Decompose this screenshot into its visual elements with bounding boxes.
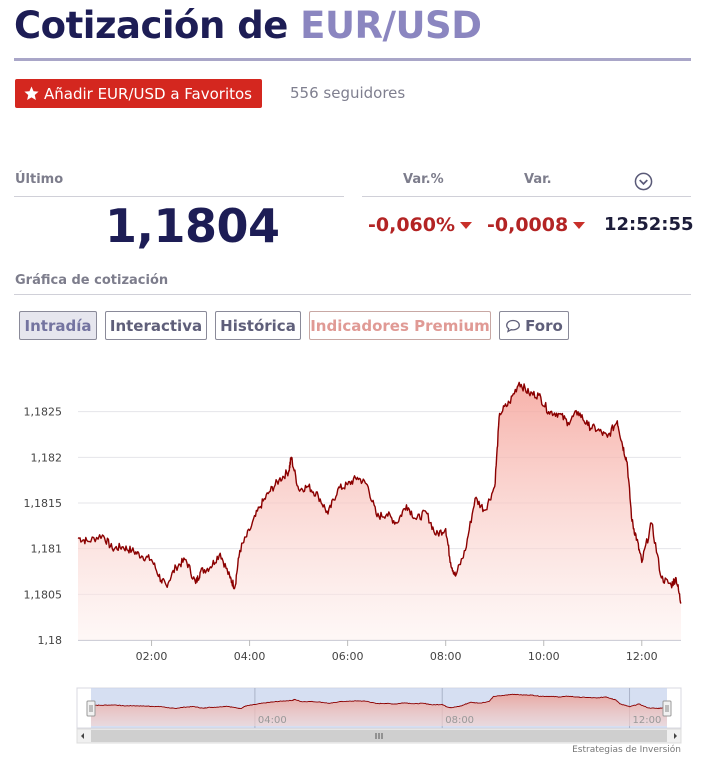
tab-label: Interactiva bbox=[109, 316, 203, 335]
x-tick-label: 08:00 bbox=[430, 650, 462, 663]
tab-historica[interactable]: Histórica bbox=[215, 311, 301, 340]
navigator-area bbox=[91, 694, 667, 726]
chart-heading: Gráfica de cotización bbox=[15, 273, 169, 288]
navigator-left-handle[interactable] bbox=[86, 700, 96, 717]
x-tick-label: 06:00 bbox=[332, 650, 364, 663]
chart-credit: Estrategias de Inversión bbox=[572, 745, 681, 755]
down-arrow-icon bbox=[460, 221, 473, 229]
quote-time: 12:52:55 bbox=[604, 214, 694, 235]
price-chart[interactable]: 1,18 1,1805 1,181 1,1815 1,182 1,1825 02:00 04… bbox=[0, 358, 703, 758]
y-tick-label: 1,18 bbox=[38, 634, 63, 647]
y-tick-label: 1,1805 bbox=[24, 588, 63, 601]
title-prefix: Cotización de bbox=[14, 4, 301, 47]
scroll-left-icon[interactable] bbox=[81, 733, 84, 739]
followers-count: 556 seguidores bbox=[290, 84, 406, 102]
add-favorites-label: Añadir EUR/USD a Favoritos bbox=[44, 84, 253, 103]
chart-heading-divider bbox=[14, 294, 691, 295]
tab-label: Histórica bbox=[220, 316, 296, 335]
down-arrow-icon bbox=[573, 221, 586, 229]
y-tick-label: 1,1825 bbox=[24, 406, 63, 419]
tab-label: Indicadores Premium bbox=[310, 316, 490, 335]
tab-foro[interactable]: Foro bbox=[499, 311, 569, 340]
x-tick-label: 10:00 bbox=[528, 650, 560, 663]
pct-change-value: -0,060% bbox=[368, 214, 456, 236]
add-favorites-button[interactable]: Añadir EUR/USD a Favoritos bbox=[15, 79, 263, 108]
last-price: 1,1804 bbox=[105, 199, 280, 253]
abs-change-value: -0,0008 bbox=[487, 214, 569, 236]
change-divider bbox=[362, 196, 691, 197]
navigator-labels: 04:00 08:00 12:00 bbox=[258, 715, 661, 726]
x-tick-label: 04:00 bbox=[234, 650, 266, 663]
star-icon bbox=[24, 86, 39, 100]
tab-label: Intradía bbox=[24, 316, 92, 335]
price-line-series bbox=[77, 381, 682, 604]
chevron-down-circle-icon[interactable] bbox=[634, 172, 653, 191]
y-axis-ticks: 1,18 1,1805 1,181 1,1815 1,182 1,1825 bbox=[24, 406, 63, 647]
scroll-right-icon[interactable] bbox=[674, 733, 677, 739]
navigator-line bbox=[91, 693, 668, 711]
abs-change: -0,0008 bbox=[487, 214, 586, 236]
tab-intradia[interactable]: Intradía bbox=[19, 311, 97, 340]
title-pair: EUR/USD bbox=[300, 4, 482, 47]
chat-bubble-icon bbox=[506, 319, 521, 333]
navigator-tick-label: 04:00 bbox=[258, 715, 287, 726]
chart-navigator[interactable]: 04:00 08:00 12:00 bbox=[76, 687, 682, 744]
tab-indicadores-premium[interactable]: Indicadores Premium bbox=[309, 311, 491, 340]
navigator-tick-label: 12:00 bbox=[633, 715, 662, 726]
title-divider bbox=[14, 58, 691, 61]
x-axis-ticks: 02:00 04:00 06:00 08:00 10:00 12:00 bbox=[78, 640, 681, 663]
tab-label: Foro bbox=[525, 316, 563, 335]
last-divider bbox=[14, 196, 344, 197]
abs-change-label: Var. bbox=[524, 172, 552, 187]
x-tick-label: 02:00 bbox=[136, 650, 168, 663]
pct-change-label: Var.% bbox=[403, 172, 444, 187]
x-tick-label: 12:00 bbox=[626, 650, 658, 663]
navigator-tick-label: 08:00 bbox=[445, 715, 474, 726]
y-tick-label: 1,182 bbox=[31, 451, 63, 464]
pct-change: -0,060% bbox=[368, 214, 473, 236]
tab-interactiva[interactable]: Interactiva bbox=[105, 311, 207, 340]
price-area-fill bbox=[78, 382, 681, 640]
y-tick-label: 1,181 bbox=[31, 543, 63, 556]
y-tick-label: 1,1815 bbox=[24, 497, 63, 510]
page-title: Cotización de EUR/USD bbox=[14, 4, 482, 47]
last-label: Último bbox=[15, 172, 64, 187]
navigator-right-handle[interactable] bbox=[662, 700, 672, 717]
